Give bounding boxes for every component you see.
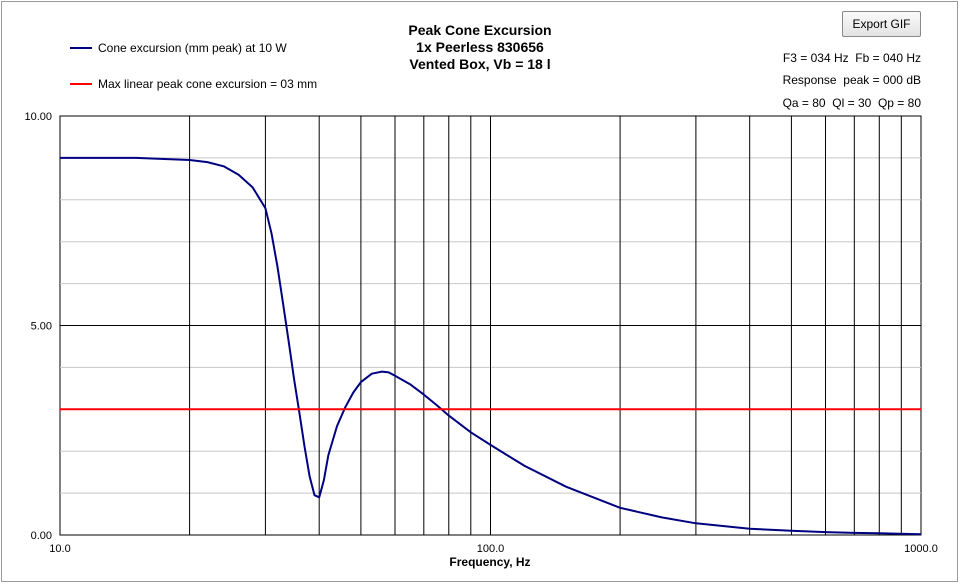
chart-title-line-3: Vented Box, Vb = 18 l: [409, 56, 551, 72]
series-line-excursion: [60, 156, 922, 536]
chart-title: Peak Cone Excursion 1x Peerless 830656 V…: [330, 22, 630, 73]
legend-item-excursion: Cone excursion (mm peak) at 10 W: [70, 41, 287, 55]
legend-swatch-excursion: [70, 47, 92, 49]
y-tick-label: 0.00: [31, 530, 52, 542]
x-axis-label: Frequency, Hz: [449, 555, 531, 569]
response-peak-readout: Response peak = 000 dB: [782, 73, 921, 87]
legend-item-limit: Max linear peak cone excursion = 03 mm: [70, 77, 317, 91]
x-tick-label: 1000.0: [904, 543, 938, 555]
chart-title-line-2: 1x Peerless 830656: [416, 39, 544, 55]
x-tick-label: 100.0: [477, 543, 505, 555]
legend-label-excursion: Cone excursion (mm peak) at 10 W: [98, 41, 287, 55]
x-tick-label: 10.0: [49, 543, 70, 555]
export-gif-button[interactable]: Export GIF: [842, 11, 921, 37]
y-tick-label: 5.00: [31, 321, 52, 333]
legend-label-limit: Max linear peak cone excursion = 03 mm: [98, 77, 318, 91]
f3-fb-readout: F3 = 034 Hz Fb = 040 Hz: [782, 51, 921, 65]
legend-swatch-limit: [70, 83, 92, 85]
chart-title-line-1: Peak Cone Excursion: [408, 22, 552, 38]
y-tick-label: 10.00: [24, 111, 52, 123]
q-values-readout: Qa = 80 Ql = 30 Qp = 80: [782, 96, 921, 110]
